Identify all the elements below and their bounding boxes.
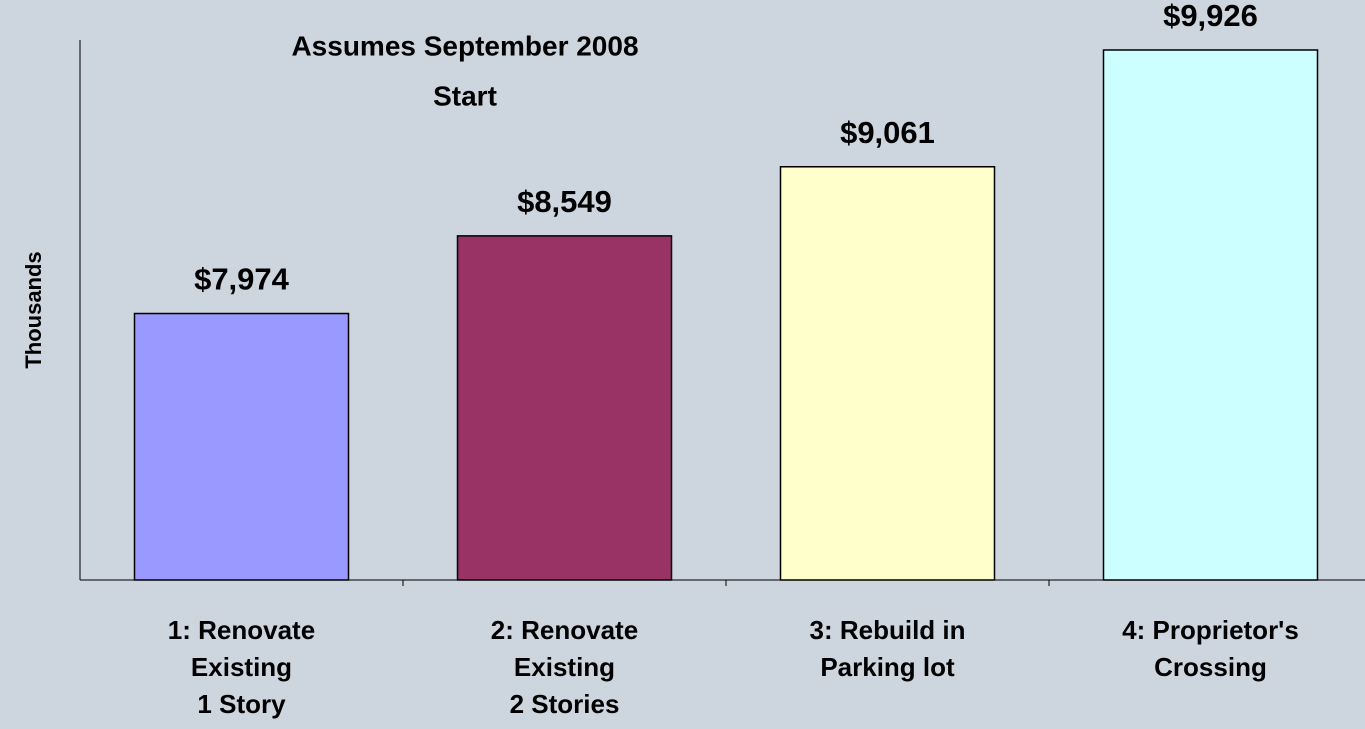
x-tick-label: 2: Renovate — [491, 615, 638, 645]
x-tick-label: 3: Rebuild in — [810, 615, 966, 645]
value-label: $8,549 — [517, 184, 612, 219]
bar — [779, 166, 996, 581]
x-tick-label: Parking lot — [820, 652, 955, 682]
y-axis-label: Thousands — [21, 251, 46, 368]
x-tick-label: 2 Stories — [510, 689, 620, 719]
value-label: $9,061 — [840, 115, 935, 150]
chart-title: Assumes September 2008 — [291, 30, 638, 61]
x-tick-label: 4: Proprietor's — [1122, 615, 1299, 645]
x-tick-label: 1 Story — [197, 689, 286, 719]
value-label: $9,926 — [1163, 0, 1258, 33]
bar — [1102, 49, 1319, 581]
x-tick-label: Existing — [514, 652, 615, 682]
x-tick-label: Crossing — [1154, 652, 1267, 682]
chart-title: Start — [433, 80, 497, 111]
value-label: $7,974 — [194, 262, 290, 297]
bar — [456, 235, 673, 581]
x-tick-label: Existing — [191, 652, 292, 682]
bar — [133, 312, 350, 581]
x-tick-label: 1: Renovate — [168, 615, 315, 645]
